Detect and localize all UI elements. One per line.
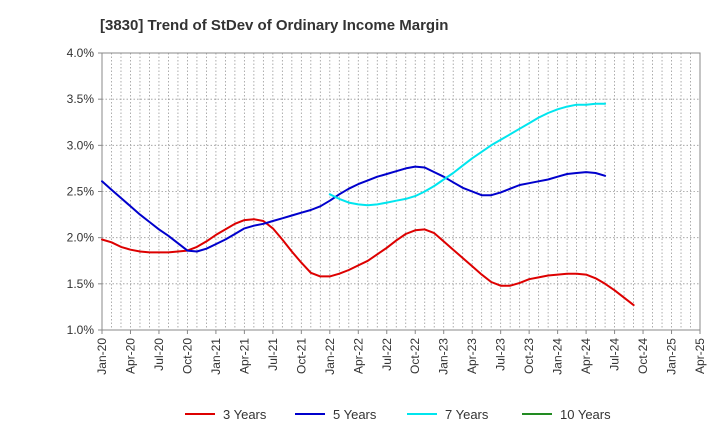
y-tick-label: 3.0% xyxy=(67,138,95,152)
x-tick-label: Oct-20 xyxy=(180,338,194,374)
x-tick-label: Oct-21 xyxy=(294,338,308,374)
x-tick-label: Apr-20 xyxy=(123,338,137,374)
legend-label-10-years: 10 Years xyxy=(560,407,611,422)
x-tick-label: Apr-21 xyxy=(237,338,251,374)
y-tick-label: 1.0% xyxy=(67,323,95,337)
x-tick-label: Jul-22 xyxy=(380,338,394,371)
legend: 3 Years 5 Years 7 Years 10 Years xyxy=(185,407,611,422)
x-tick-label: Apr-24 xyxy=(579,338,593,374)
series-line-5-years xyxy=(101,165,607,253)
x-tick-label: Jul-21 xyxy=(266,338,280,371)
chart-title: [3830] Trend of StDev of Ordinary Income… xyxy=(100,17,448,34)
x-tick-label: Apr-25 xyxy=(693,338,707,374)
x-tick-label: Jul-23 xyxy=(494,338,508,371)
y-tick-label: 3.5% xyxy=(67,92,95,106)
legend-label-3-years: 3 Years xyxy=(223,407,267,422)
x-tick-label: Jan-23 xyxy=(437,338,451,375)
series-line-7-years xyxy=(328,102,607,207)
x-tick-label: Jan-25 xyxy=(665,338,679,375)
grid-layer xyxy=(101,52,701,331)
x-tick-label: Oct-22 xyxy=(408,338,422,374)
x-axis: Jan-20 Apr-20 Jul-20 Oct-20 Jan-21 Apr-21 Jul-… xyxy=(95,330,707,375)
x-tick-label: Jan-21 xyxy=(209,338,223,375)
y-axis: 1.0% 1.5% 2.0% 2.5% 3.0% 3.5% 4.0% xyxy=(67,46,102,337)
x-tick-label: Oct-23 xyxy=(522,338,536,374)
series-line-3-years xyxy=(101,218,635,307)
series-layer xyxy=(101,102,635,307)
x-tick-label: Jul-20 xyxy=(152,338,166,371)
x-tick-label: Jul-24 xyxy=(608,338,622,371)
x-tick-label: Jan-20 xyxy=(95,338,109,375)
x-tick-label: Jan-22 xyxy=(323,338,337,375)
x-tick-label: Apr-23 xyxy=(465,338,479,374)
legend-label-7-years: 7 Years xyxy=(445,407,489,422)
legend-label-5-years: 5 Years xyxy=(333,407,377,422)
x-tick-label: Oct-24 xyxy=(636,338,650,374)
x-tick-label: Jan-24 xyxy=(551,338,565,375)
y-tick-label: 1.5% xyxy=(67,277,95,291)
y-tick-label: 2.5% xyxy=(67,185,95,199)
y-tick-label: 4.0% xyxy=(67,46,95,60)
x-tick-label: Apr-22 xyxy=(351,338,365,374)
y-tick-label: 2.0% xyxy=(67,231,95,245)
